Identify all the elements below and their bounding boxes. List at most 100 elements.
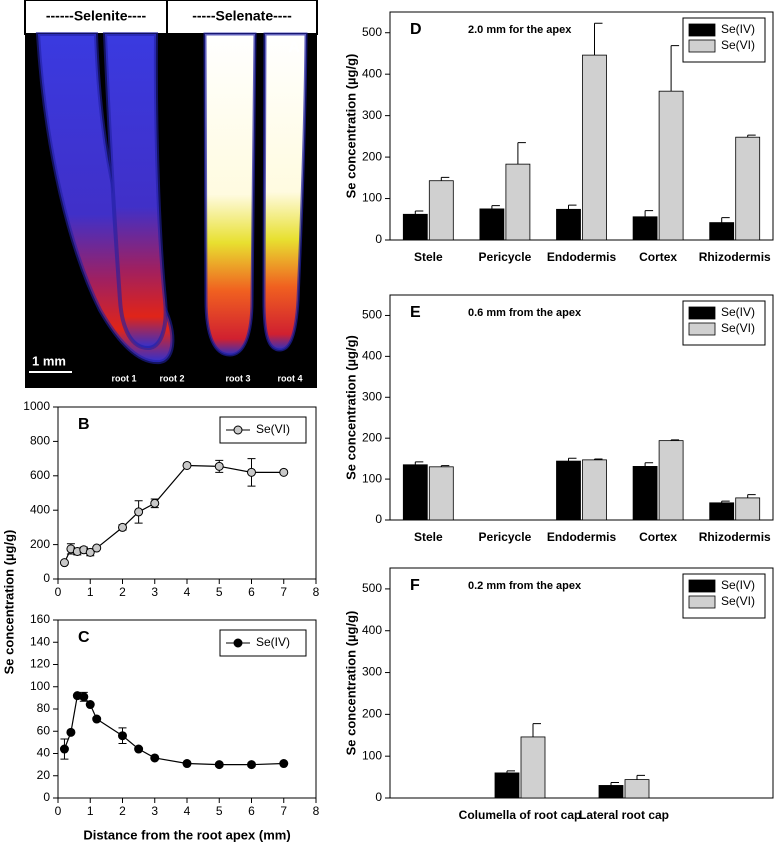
root-label: root 3 bbox=[225, 373, 250, 383]
x-tick-label: Rhizodermis bbox=[699, 250, 771, 264]
y-tick-label: 0 bbox=[375, 790, 382, 804]
legend-swatch bbox=[688, 322, 716, 336]
root-label: root 1 bbox=[111, 373, 136, 383]
x-tick-label: 6 bbox=[248, 804, 255, 818]
point bbox=[59, 558, 69, 568]
y-axis-label: Se concentration (µg/g) bbox=[343, 611, 358, 756]
y-tick-label: 0 bbox=[43, 790, 50, 804]
point bbox=[247, 760, 256, 770]
x-tick-label: 5 bbox=[216, 585, 223, 599]
y-tick-label: 300 bbox=[362, 665, 382, 679]
x-tick-label: 1 bbox=[87, 585, 94, 599]
bar bbox=[556, 208, 581, 241]
legend-label: Se(IV) bbox=[721, 578, 755, 592]
error-bar bbox=[414, 461, 424, 465]
x-tick-label: 8 bbox=[313, 585, 320, 599]
point bbox=[92, 714, 102, 724]
y-tick-label: 200 bbox=[30, 537, 50, 551]
x-tick-label: Endodermis bbox=[547, 530, 617, 544]
point bbox=[134, 507, 144, 517]
error-bar bbox=[491, 205, 500, 209]
root bbox=[203, 32, 257, 357]
error-bar bbox=[636, 774, 645, 780]
point bbox=[118, 731, 127, 741]
y-tick-label: 400 bbox=[362, 349, 382, 363]
legend-label: Se(VI) bbox=[256, 422, 290, 436]
x-tick-label: 7 bbox=[280, 585, 287, 599]
x-tick-label: Lateral root cap bbox=[579, 808, 669, 822]
panel-label: F bbox=[410, 577, 420, 594]
point bbox=[59, 744, 69, 754]
point bbox=[118, 522, 127, 532]
x-tick-label: 4 bbox=[184, 585, 191, 599]
point bbox=[92, 543, 102, 553]
root bbox=[102, 32, 168, 351]
bar bbox=[402, 464, 428, 521]
x-tick-label: 2 bbox=[119, 804, 126, 818]
point bbox=[279, 759, 289, 769]
x-tick-label: 3 bbox=[151, 804, 158, 818]
y-tick-label: 100 bbox=[30, 679, 50, 693]
bar bbox=[505, 163, 531, 241]
header: ------Selenite---- bbox=[46, 8, 147, 24]
point bbox=[279, 467, 289, 477]
y-tick-label: 0 bbox=[43, 571, 50, 585]
bar bbox=[494, 772, 520, 799]
y-tick-label: 400 bbox=[30, 502, 50, 516]
y-tick-label: 200 bbox=[362, 430, 382, 444]
bar bbox=[479, 208, 505, 241]
legend-marker bbox=[233, 425, 243, 435]
y-tick-label: 1000 bbox=[23, 399, 50, 413]
bar bbox=[582, 459, 607, 521]
error-bar bbox=[644, 462, 654, 467]
error-bar bbox=[721, 217, 730, 223]
y-tick-label: 200 bbox=[362, 707, 382, 721]
annotation: 0.2 mm from the apex bbox=[468, 580, 582, 592]
x-tick-label: Pericycle bbox=[479, 250, 532, 264]
x-tick-label: 1 bbox=[87, 804, 94, 818]
header: -----Selenate---- bbox=[192, 8, 292, 24]
y-tick-label: 100 bbox=[362, 471, 382, 485]
point bbox=[66, 727, 76, 737]
x-tick-label: 0 bbox=[55, 804, 62, 818]
y-tick-label: 400 bbox=[362, 623, 382, 637]
error-bar bbox=[532, 723, 541, 737]
error-bar bbox=[440, 176, 450, 181]
legend-marker bbox=[233, 638, 243, 648]
bar bbox=[735, 497, 761, 521]
y-tick-label: 300 bbox=[362, 389, 382, 403]
point bbox=[247, 467, 256, 477]
y-tick-label: 300 bbox=[362, 108, 382, 122]
plot-frame bbox=[389, 294, 774, 521]
y-tick-label: 800 bbox=[30, 434, 50, 448]
root-label: root 4 bbox=[277, 373, 302, 383]
x-tick-label: Stele bbox=[414, 250, 443, 264]
y-tick-label: 100 bbox=[362, 191, 382, 205]
bar bbox=[428, 466, 454, 521]
x-axis-label: Distance from the root apex (mm) bbox=[83, 827, 290, 842]
point bbox=[150, 753, 160, 763]
error-bar bbox=[747, 494, 756, 498]
bar bbox=[709, 222, 735, 241]
scale-label: 1 mm bbox=[32, 353, 66, 368]
x-tick-label: 8 bbox=[313, 804, 320, 818]
y-tick-label: 500 bbox=[362, 581, 382, 595]
header-box bbox=[166, 0, 318, 35]
legend-label: Se(VI) bbox=[721, 38, 755, 52]
y-tick-label: 60 bbox=[37, 723, 51, 737]
y-tick-label: 100 bbox=[362, 748, 382, 762]
bar bbox=[582, 54, 607, 241]
series-line bbox=[63, 694, 284, 766]
x-tick-label: 0 bbox=[55, 585, 62, 599]
y-tick-label: 160 bbox=[30, 612, 50, 626]
error-bar bbox=[568, 457, 577, 462]
legend-label: Se(VI) bbox=[721, 321, 755, 335]
legend-label: Se(IV) bbox=[256, 635, 290, 649]
plot-frame bbox=[389, 11, 774, 241]
x-tick-label: Pericycle bbox=[479, 530, 532, 544]
point bbox=[134, 744, 144, 754]
legend-label: Se(IV) bbox=[721, 305, 755, 319]
y-tick-label: 500 bbox=[362, 308, 382, 322]
x-tick-label: Columella of root cap bbox=[459, 808, 582, 822]
